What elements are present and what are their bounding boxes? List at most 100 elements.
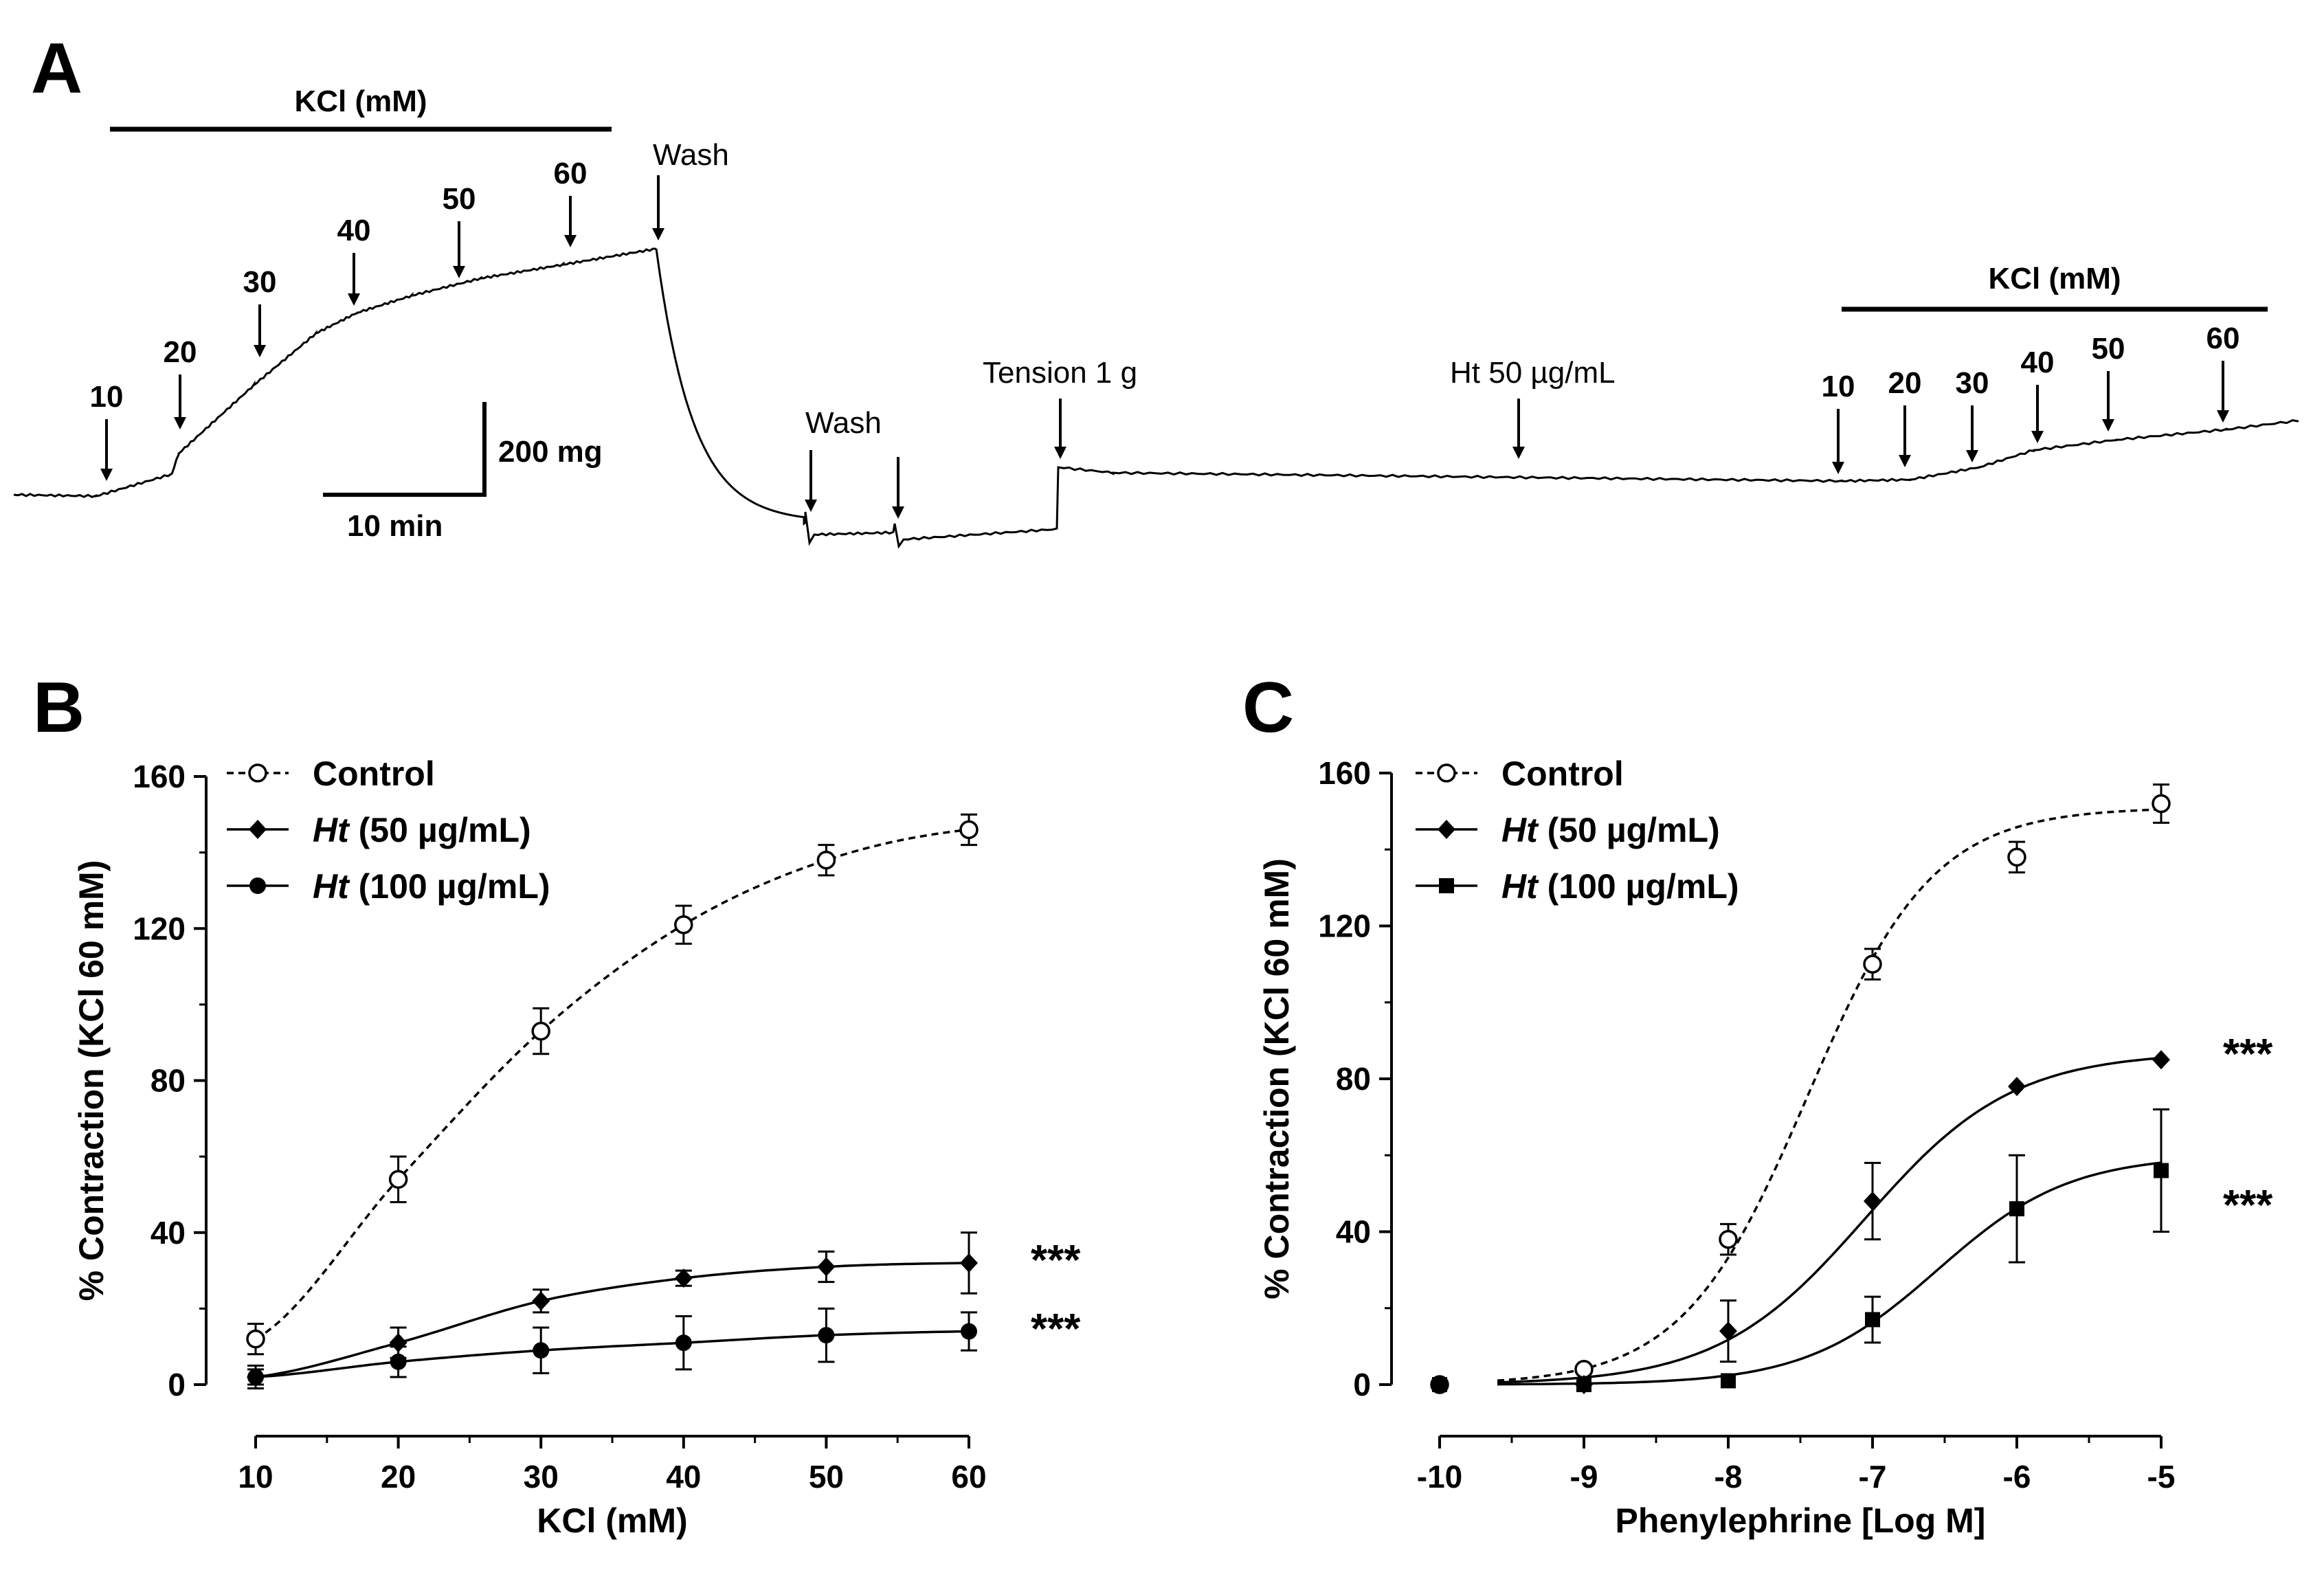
legend-item: Control — [1416, 754, 1624, 793]
data-point — [2008, 1077, 2026, 1097]
legend: Control Ht (50 µg/mL) Ht (100 µg/mL) — [227, 754, 550, 906]
wash-label-2: Wash — [805, 406, 882, 440]
data-point — [247, 1368, 264, 1385]
y-tick-label: 120 — [133, 910, 186, 946]
x-tick-label: -8 — [1714, 1459, 1743, 1495]
kcl-arrow-60-head — [564, 235, 577, 247]
data-point — [533, 1342, 550, 1359]
x-tick-label: -9 — [1570, 1459, 1598, 1495]
data-point — [1865, 1312, 1880, 1328]
kcl-bar-label-right: KCl (mM) — [1988, 262, 2121, 295]
significance-stars: *** — [1031, 1306, 1081, 1353]
legend-marker — [249, 820, 267, 839]
wash-arrow-1-head — [652, 228, 664, 241]
panel-b-chart: B 0 40 80 120 160 10 20 30 40 50 60 KCl (mM) % Contr… — [33, 668, 1081, 1540]
data-point — [674, 1268, 693, 1288]
data-point — [816, 850, 836, 870]
kcl-arrow-label-30: 30 — [243, 265, 277, 299]
y-tick-label: 80 — [1336, 1061, 1371, 1097]
series-1 — [1430, 783, 2171, 1394]
kcl-arrow-right-20 — [1899, 405, 1911, 467]
data-point — [675, 1334, 692, 1352]
wash-arrow-2a — [805, 450, 817, 512]
data-point — [959, 820, 979, 840]
data-point — [388, 1170, 408, 1189]
data-point — [2007, 847, 2026, 867]
series-1 — [246, 813, 979, 1356]
legend-marker — [1439, 878, 1454, 893]
x-tick-label: 20 — [381, 1459, 416, 1495]
tension-trace — [13, 247, 2299, 549]
data-point — [2154, 1163, 2169, 1178]
kcl-arrow-right-10 — [1832, 409, 1844, 474]
series-curve — [255, 828, 970, 1341]
x-tick-label: -5 — [2147, 1459, 2176, 1495]
kcl-arrow-50 — [453, 221, 465, 278]
kcl-arrow-10-head — [100, 469, 113, 481]
series-curve — [255, 1330, 970, 1378]
x-tick-label: 60 — [951, 1459, 986, 1495]
tension-label: Tension 1 g — [983, 356, 1137, 390]
kcl-arrow-right-label-50: 50 — [2092, 332, 2125, 366]
data-point — [674, 915, 693, 935]
data-point — [1721, 1373, 1736, 1389]
data-point — [1432, 1377, 1447, 1392]
kcl-arrow-60 — [564, 196, 577, 247]
kcl-arrow-right-label-10: 10 — [1822, 370, 1855, 403]
significance-stars: *** — [2223, 1031, 2273, 1078]
data-point — [246, 1329, 265, 1349]
wash-arrow-2b — [892, 457, 904, 519]
x-axis-title: Phenylephrine [Log M] — [1616, 1501, 1986, 1540]
kcl-arrow-right-60 — [2217, 361, 2229, 423]
x-tick-label: -10 — [1417, 1459, 1462, 1495]
scale-y-label: 200 mg — [498, 435, 603, 469]
kcl-arrow-right-30 — [1966, 405, 1978, 462]
data-point — [961, 1323, 977, 1340]
kcl-arrow-right-60-head — [2217, 410, 2229, 423]
data-point — [2152, 794, 2171, 814]
legend-label: Control — [1501, 754, 1624, 793]
legend-label: Ht (100 µg/mL) — [313, 867, 550, 906]
kcl-arrow-10 — [100, 419, 113, 481]
panel-letter-c: C — [1242, 668, 1294, 748]
legend-item: Ht (50 µg/mL) — [227, 811, 531, 849]
kcl-arrow-right-50 — [2102, 371, 2114, 432]
series-2 — [247, 1231, 978, 1390]
kcl-arrow-right-label-60: 60 — [2206, 322, 2240, 355]
kcl-arrow-20 — [174, 374, 186, 429]
kcl-arrow-right-label-40: 40 — [2021, 346, 2055, 379]
data-point — [1719, 1321, 1737, 1341]
series-2 — [1431, 1050, 2170, 1394]
x-tick-label: -6 — [2003, 1459, 2031, 1495]
kcl-arrow-right-50-head — [2102, 419, 2114, 432]
data-point — [2152, 1050, 2170, 1070]
series-curve — [255, 1262, 970, 1378]
kcl-arrow-right-30-head — [1966, 450, 1978, 462]
kcl-arrow-40 — [348, 253, 360, 306]
ht-arrow-head — [1512, 447, 1525, 459]
legend-item: Control — [227, 754, 435, 793]
series-curve — [1497, 1056, 2162, 1384]
legend-marker — [1438, 820, 1455, 839]
y-tick-label: 40 — [150, 1215, 186, 1251]
kcl-arrow-right-label-20: 20 — [1888, 366, 1922, 400]
data-point — [817, 1257, 836, 1277]
data-point — [960, 1253, 978, 1273]
wash-arrow-2b-head — [892, 506, 904, 519]
data-point — [390, 1353, 407, 1370]
y-tick-label: 80 — [150, 1063, 186, 1099]
kcl-arrow-20-head — [174, 417, 186, 429]
data-point — [531, 1021, 550, 1041]
kcl-arrow-right-20-head — [1899, 455, 1911, 467]
series-3 — [247, 1307, 977, 1386]
x-tick-label: -7 — [1859, 1459, 1887, 1495]
panel-a-trace: A KCl (mM) Wash Wash Tension 1 g Ht 50 µ… — [13, 29, 2299, 549]
y-tick-label: 0 — [168, 1367, 186, 1402]
data-point — [1863, 954, 1882, 974]
kcl-arrow-label-10: 10 — [90, 380, 124, 414]
y-axis-title: % Contraction (KCl 60 mM) — [72, 860, 111, 1301]
y-tick-label: 40 — [1336, 1214, 1371, 1250]
ht-label: Ht 50 µg/mL — [1450, 356, 1616, 390]
legend-item: Ht (100 µg/mL) — [1416, 867, 1739, 906]
